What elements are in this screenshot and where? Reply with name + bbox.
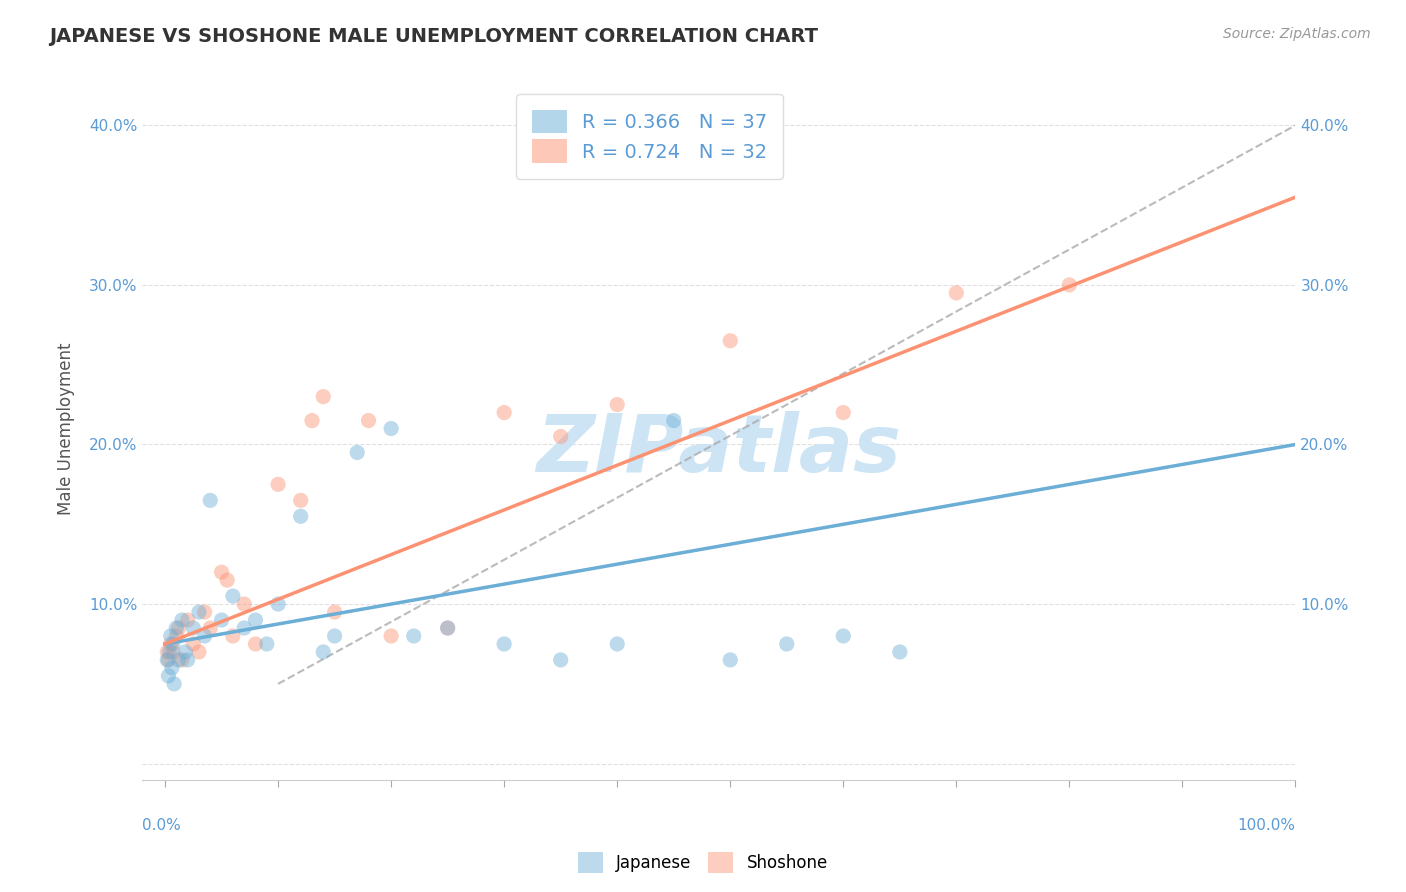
Point — [718, 334, 741, 348]
Point — [157, 653, 180, 667]
Point — [889, 645, 911, 659]
Point — [357, 413, 380, 427]
Point — [159, 637, 181, 651]
Point — [267, 597, 290, 611]
Point — [217, 573, 239, 587]
Point — [718, 653, 741, 667]
Text: 100.0%: 100.0% — [1237, 818, 1295, 833]
Point — [494, 406, 516, 420]
Point — [380, 421, 402, 435]
Point — [312, 390, 335, 404]
Point — [159, 645, 181, 659]
Point — [165, 621, 187, 635]
Point — [290, 493, 312, 508]
Point — [222, 589, 245, 603]
Point — [176, 613, 198, 627]
Point — [181, 621, 204, 635]
Point — [194, 629, 217, 643]
Point — [267, 477, 290, 491]
Point — [167, 621, 190, 635]
Text: ZIPatlas: ZIPatlas — [537, 410, 901, 489]
Legend: Japanese, Shoshone: Japanese, Shoshone — [571, 846, 835, 880]
Point — [290, 509, 312, 524]
Point — [945, 285, 967, 300]
Point — [1059, 277, 1081, 292]
Point — [233, 597, 256, 611]
Point — [436, 621, 458, 635]
Point — [323, 629, 346, 643]
Y-axis label: Male Unemployment: Male Unemployment — [58, 343, 75, 515]
Point — [200, 493, 222, 508]
Point — [776, 637, 799, 651]
Point — [211, 613, 233, 627]
Point — [301, 413, 323, 427]
Legend: R = 0.366   N = 37, R = 0.724   N = 32: R = 0.366 N = 37, R = 0.724 N = 32 — [516, 95, 783, 178]
Text: JAPANESE VS SHOSHONE MALE UNEMPLOYMENT CORRELATION CHART: JAPANESE VS SHOSHONE MALE UNEMPLOYMENT C… — [49, 27, 818, 45]
Point — [494, 637, 516, 651]
Point — [550, 429, 572, 443]
Point — [312, 645, 335, 659]
Point — [380, 629, 402, 643]
Point — [157, 669, 180, 683]
Point — [550, 653, 572, 667]
Point — [606, 637, 628, 651]
Point — [436, 621, 458, 635]
Point — [167, 653, 190, 667]
Point — [170, 653, 193, 667]
Point — [662, 413, 685, 427]
Point — [323, 605, 346, 619]
Point — [163, 677, 186, 691]
Point — [245, 637, 267, 651]
Point — [233, 621, 256, 635]
Point — [165, 629, 187, 643]
Point — [162, 637, 184, 651]
Point — [832, 406, 855, 420]
Point — [159, 629, 181, 643]
Point — [162, 645, 184, 659]
Point — [188, 605, 211, 619]
Point — [211, 565, 233, 579]
Point — [222, 629, 245, 643]
Point — [174, 645, 197, 659]
Point — [156, 653, 179, 667]
Point — [402, 629, 425, 643]
Point — [256, 637, 278, 651]
Point — [245, 613, 267, 627]
Point — [832, 629, 855, 643]
Point — [200, 621, 222, 635]
Text: 0.0%: 0.0% — [142, 818, 181, 833]
Point — [188, 645, 211, 659]
Point — [346, 445, 368, 459]
Point — [606, 398, 628, 412]
Point — [181, 637, 204, 651]
Text: Source: ZipAtlas.com: Source: ZipAtlas.com — [1223, 27, 1371, 41]
Point — [156, 645, 179, 659]
Point — [170, 613, 193, 627]
Point — [176, 653, 198, 667]
Point — [194, 605, 217, 619]
Point — [160, 661, 183, 675]
